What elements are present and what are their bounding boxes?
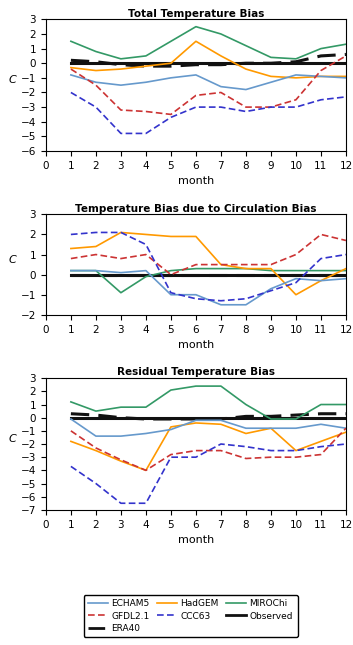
X-axis label: month: month	[178, 535, 214, 545]
X-axis label: month: month	[178, 176, 214, 186]
X-axis label: month: month	[178, 340, 214, 350]
Y-axis label: C: C	[8, 75, 16, 85]
Y-axis label: C: C	[8, 255, 16, 264]
Legend: ECHAM5, GFDL2.1, ERA40, HadGEM, CCC63, MIROChi, Observed: ECHAM5, GFDL2.1, ERA40, HadGEM, CCC63, M…	[84, 595, 298, 637]
Title: Total Temperature Bias: Total Temperature Bias	[128, 8, 264, 19]
Title: Temperature Bias due to Circulation Bias: Temperature Bias due to Circulation Bias	[75, 204, 317, 213]
Title: Residual Temperature Bias: Residual Temperature Bias	[117, 368, 275, 377]
Y-axis label: C: C	[8, 434, 16, 444]
